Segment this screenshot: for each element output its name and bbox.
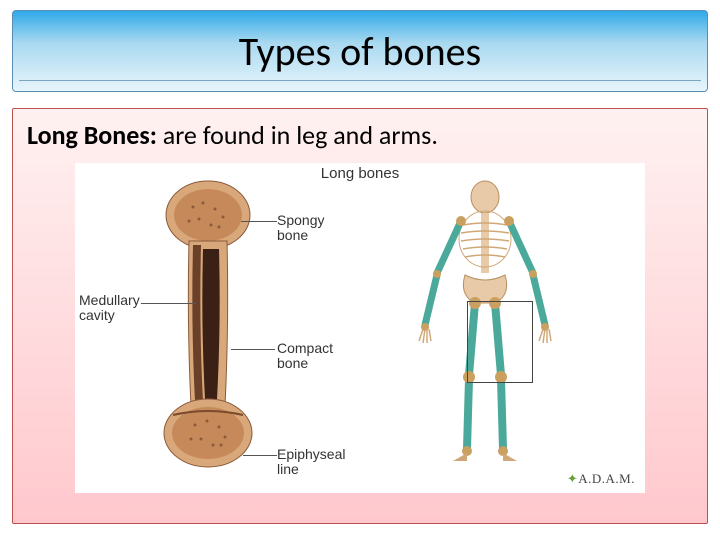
label-epiphyseal: Epiphyseal line [277, 447, 346, 478]
label-spongy: Spongy bone [277, 213, 324, 244]
subtitle-rest: are found in leg and arms. [157, 119, 438, 151]
femur-highlight-box [467, 301, 533, 383]
bone-cross-section-icon [153, 175, 273, 475]
label-medullary: Medullary cavity [79, 293, 140, 324]
adam-watermark: ✦A.D.A.M. [567, 471, 635, 487]
diagram-area: Long bones [75, 163, 645, 493]
label-compact: Compact bone [277, 341, 333, 372]
subtitle-bold: Long Bones: [27, 119, 157, 151]
title-banner: Types of bones [12, 10, 708, 92]
subtitle: Long Bones: are found in leg and arms. [27, 119, 693, 151]
diagram-top-label: Long bones [321, 165, 399, 182]
page-title: Types of bones [239, 27, 481, 76]
content-box: Long Bones: are found in leg and arms. L… [12, 108, 708, 524]
